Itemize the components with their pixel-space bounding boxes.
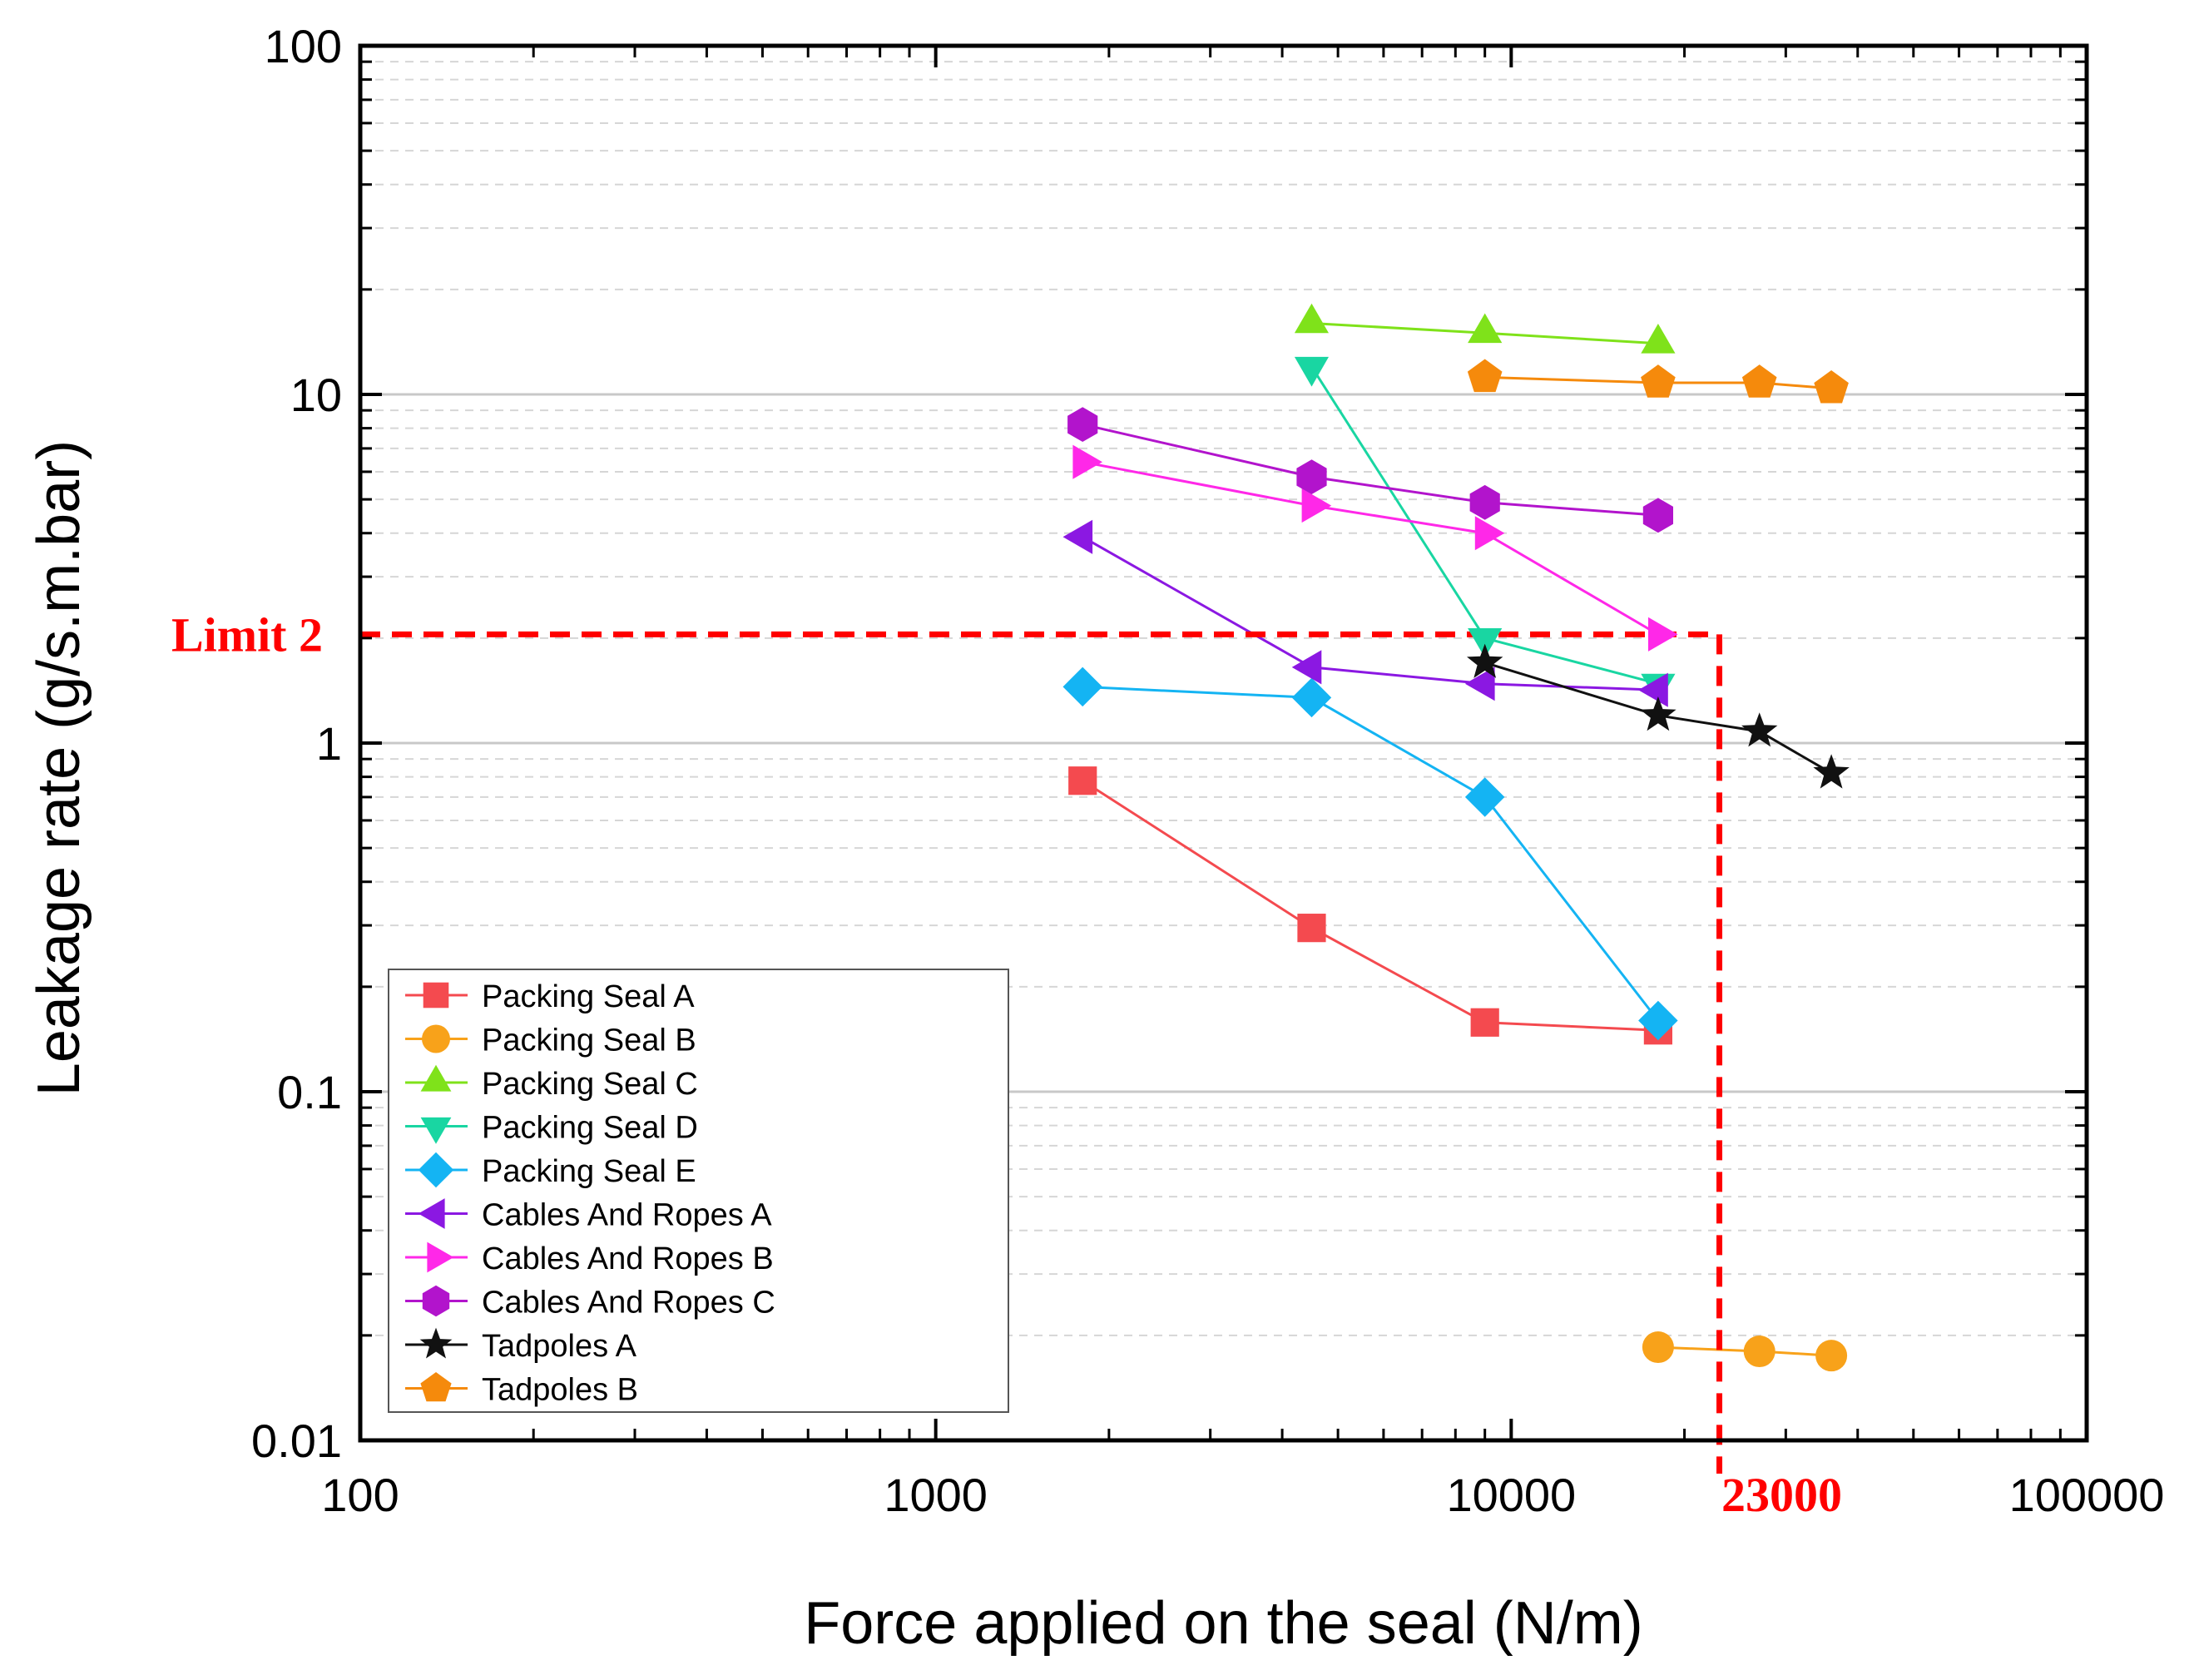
- x-tick-label: 100000: [2009, 1469, 2165, 1521]
- data-points: [1062, 303, 1850, 1372]
- legend-marker-packing-seal-a: [423, 982, 449, 1008]
- legend-label-tadpoles-b: Tadpoles B: [482, 1373, 638, 1408]
- point-tadpoles-a: [1467, 643, 1503, 678]
- point-tadpoles-a: [1813, 754, 1850, 789]
- legend-label-packing-seal-c: Packing Seal C: [482, 1067, 698, 1102]
- y-tick-label: 0.01: [251, 1415, 342, 1467]
- point-packing-seal-a: [1470, 1008, 1499, 1037]
- y-tick-label: 10: [290, 369, 342, 421]
- point-packing-seal-a: [1068, 766, 1097, 795]
- point-packing-seal-e: [1638, 1000, 1678, 1041]
- point-packing-seal-d: [1468, 628, 1503, 658]
- legend-label-packing-seal-b: Packing Seal B: [482, 1023, 696, 1058]
- x-axis-label: Force applied on the seal (N/m): [804, 1590, 1642, 1657]
- legend-marker-tadpoles-b: [420, 1372, 452, 1402]
- legend-marker-cables-and-ropes-b: [427, 1241, 454, 1273]
- series-line-packing-seal-e: [1082, 685, 1660, 1022]
- point-tadpoles-b: [1641, 364, 1676, 398]
- point-cables-and-ropes-c: [1642, 498, 1673, 533]
- legend-marker-packing-seal-d: [420, 1117, 452, 1144]
- point-cables-and-ropes-a: [1291, 650, 1322, 685]
- point-cables-and-ropes-b: [1301, 488, 1332, 523]
- x-tick-label: 1000: [884, 1469, 988, 1521]
- legend-marker-packing-seal-c: [420, 1064, 452, 1092]
- legend-label-packing-seal-e: Packing Seal E: [482, 1154, 696, 1189]
- point-cables-and-ropes-a: [1638, 672, 1668, 707]
- point-packing-seal-e: [1464, 777, 1505, 817]
- legend-label-packing-seal-a: Packing Seal A: [482, 979, 695, 1014]
- point-packing-seal-c: [1294, 303, 1329, 334]
- point-cables-and-ropes-b: [1474, 516, 1505, 551]
- series-lines: [1082, 322, 1832, 1357]
- point-cables-and-ropes-c: [1067, 407, 1098, 442]
- point-packing-seal-c: [1468, 313, 1503, 344]
- y-axis-label: Leakage rate (g/s.m.bar): [26, 440, 92, 1096]
- point-tadpoles-a: [1741, 712, 1778, 747]
- limit-2-label: Limit 2: [171, 607, 323, 662]
- legend: Packing Seal A Packing Seal B Packing Seal…: [388, 969, 1009, 1413]
- x-tick-label: 100: [321, 1469, 399, 1521]
- limit-lines: [360, 631, 1723, 1474]
- legend-marker-tadpoles-a: [419, 1327, 453, 1359]
- y-tick-label: 1: [316, 717, 342, 770]
- force-23000-label: 23000: [1721, 1468, 1842, 1522]
- legend-marker-cables-and-ropes-c: [422, 1285, 450, 1317]
- point-cables-and-ropes-b: [1648, 617, 1678, 652]
- point-packing-seal-b: [1815, 1340, 1848, 1372]
- point-packing-seal-d: [1294, 356, 1329, 387]
- series-line-cables-and-ropes-c: [1082, 423, 1659, 517]
- series-line-cables-and-ropes-b: [1082, 460, 1659, 636]
- legend-label-tadpoles-a: Tadpoles A: [482, 1329, 637, 1364]
- point-packing-seal-e: [1291, 677, 1332, 718]
- point-cables-and-ropes-b: [1072, 444, 1102, 479]
- y-tick-label: 0.1: [277, 1066, 342, 1118]
- legend-label-cables-and-ropes-c: Cables And Ropes C: [482, 1286, 775, 1321]
- tick-labels: 100 1000 10000 100000 0.01 0.1 1 10 100: [251, 20, 2164, 1521]
- point-cables-and-ropes-c: [1469, 484, 1500, 520]
- legend-marker-cables-and-ropes-a: [418, 1198, 445, 1229]
- point-tadpoles-a: [1640, 696, 1676, 731]
- legend-box: [388, 969, 1009, 1413]
- legend-marker-packing-seal-b: [422, 1024, 450, 1053]
- point-packing-seal-b: [1743, 1336, 1776, 1368]
- legend-label-packing-seal-d: Packing Seal D: [482, 1111, 698, 1146]
- point-tadpoles-b: [1467, 359, 1503, 393]
- legend-label-cables-and-ropes-a: Cables And Ropes A: [482, 1198, 772, 1233]
- point-packing-seal-b: [1642, 1331, 1674, 1364]
- series-line-cables-and-ropes-a: [1082, 535, 1658, 691]
- series-line-tadpoles-a: [1484, 661, 1832, 775]
- grid-lines: [360, 61, 2087, 1336]
- point-packing-seal-e: [1062, 667, 1102, 707]
- series-line-tadpoles-b: [1484, 375, 1832, 390]
- legend-label-cables-and-ropes-b: Cables And Ropes B: [482, 1241, 774, 1276]
- point-cables-and-ropes-c: [1296, 459, 1327, 494]
- point-tadpoles-b: [1741, 364, 1777, 398]
- point-packing-seal-c: [1641, 324, 1676, 354]
- point-tadpoles-b: [1814, 370, 1849, 404]
- x-tick-label: 10000: [1446, 1469, 1576, 1521]
- point-cables-and-ropes-a: [1062, 519, 1093, 554]
- point-packing-seal-a: [1297, 914, 1326, 943]
- series-line-packing-seal-a: [1082, 779, 1658, 1032]
- y-tick-label: 100: [265, 20, 342, 72]
- legend-marker-packing-seal-e: [418, 1152, 454, 1188]
- point-cables-and-ropes-a: [1464, 667, 1495, 701]
- axis-ticks: [359, 44, 2088, 1442]
